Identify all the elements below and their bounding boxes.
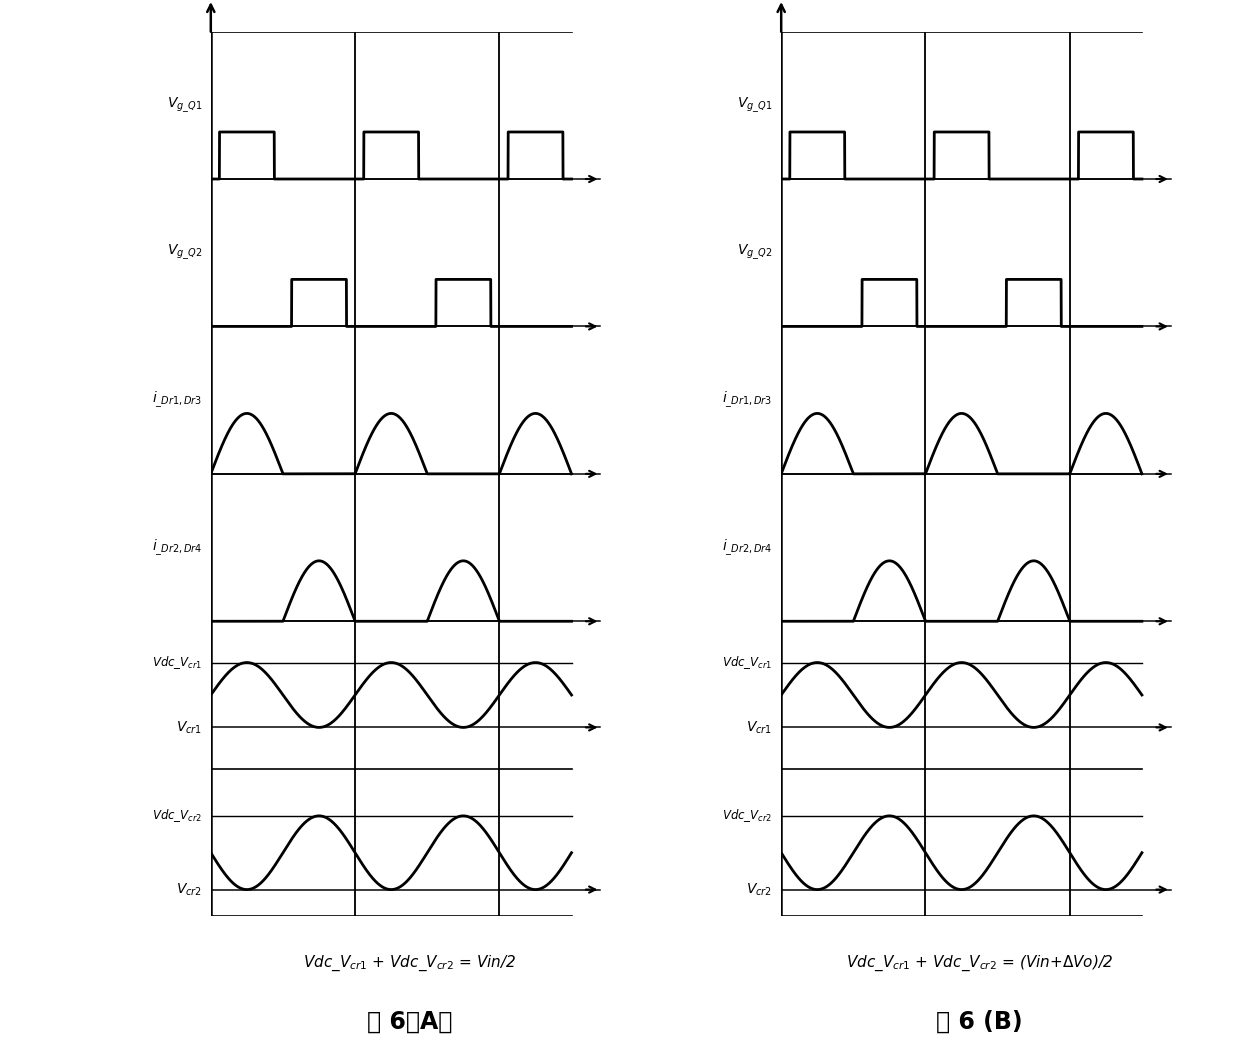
Text: $Vdc\_V_{cr1}$: $Vdc\_V_{cr1}$ (722, 654, 773, 671)
Text: $V_{g\_Q2}$: $V_{g\_Q2}$ (737, 243, 773, 262)
Text: $i_{\_Dr1,Dr3}$: $i_{\_Dr1,Dr3}$ (723, 390, 773, 411)
Text: $Vdc\_V_{cr1}$ + $Vdc\_V_{cr2}$ = (Vin+$\Delta$Vo)/2: $Vdc\_V_{cr1}$ + $Vdc\_V_{cr2}$ = (Vin+$… (846, 954, 1114, 973)
Text: $V_{g\_Q2}$: $V_{g\_Q2}$ (166, 243, 202, 262)
Text: $V_{g\_Q1}$: $V_{g\_Q1}$ (737, 96, 773, 115)
Text: 图 6 (B): 图 6 (B) (936, 1010, 1023, 1033)
Text: $Vdc\_V_{cr1}$ + $Vdc\_V_{cr2}$ = Vin/2: $Vdc\_V_{cr1}$ + $Vdc\_V_{cr2}$ = Vin/2 (303, 954, 516, 973)
Text: $i_{\_Dr2,Dr4}$: $i_{\_Dr2,Dr4}$ (151, 537, 202, 558)
Text: $i_{\_Dr2,Dr4}$: $i_{\_Dr2,Dr4}$ (722, 537, 773, 558)
Text: $Vdc\_V_{cr1}$: $Vdc\_V_{cr1}$ (151, 654, 202, 671)
Text: 图 6（A）: 图 6（A） (367, 1010, 451, 1033)
Text: $V_{cr1}$: $V_{cr1}$ (746, 719, 773, 736)
Text: $V_{cr2}$: $V_{cr2}$ (176, 881, 202, 898)
Text: $i_{\_Dr1,Dr3}$: $i_{\_Dr1,Dr3}$ (153, 390, 202, 411)
Text: $V_{g\_Q1}$: $V_{g\_Q1}$ (166, 96, 202, 115)
Text: $V_{cr1}$: $V_{cr1}$ (176, 719, 202, 736)
Text: $V_{cr2}$: $V_{cr2}$ (746, 881, 773, 898)
Text: $Vdc\_V_{cr2}$: $Vdc\_V_{cr2}$ (723, 808, 773, 824)
Text: $Vdc\_V_{cr2}$: $Vdc\_V_{cr2}$ (153, 808, 202, 824)
